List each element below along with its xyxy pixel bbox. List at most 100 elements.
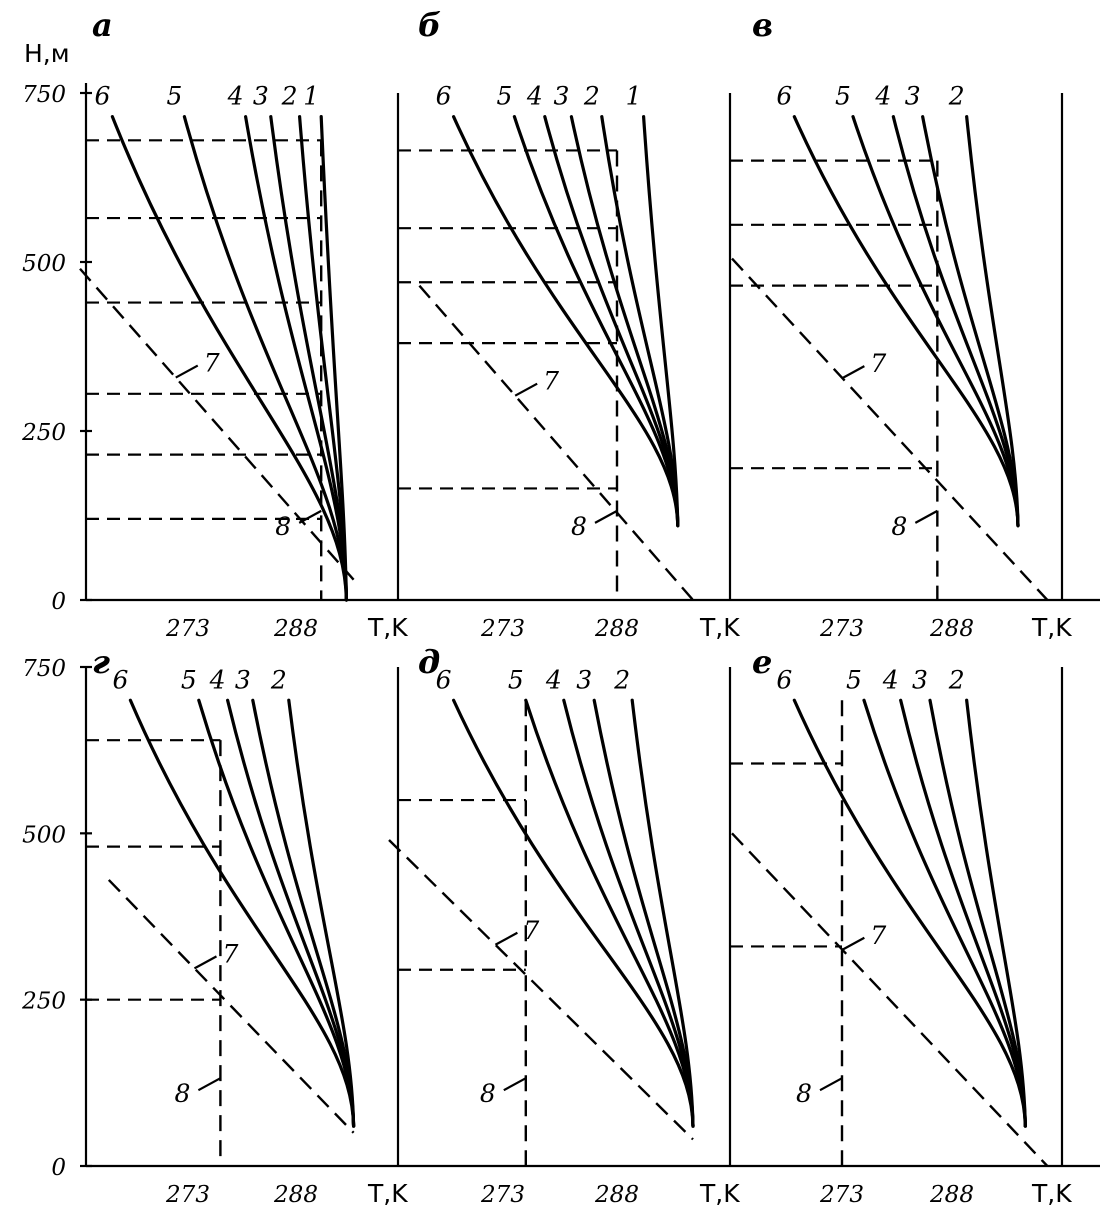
panel-label: а bbox=[92, 6, 113, 44]
x-tick-label: 273 bbox=[480, 616, 525, 642]
curve-label: 2 bbox=[583, 82, 600, 111]
x-tick-label: 273 bbox=[819, 1182, 864, 1208]
curve-label: 2 bbox=[948, 82, 965, 111]
panel-5: е 273 288 T,K 6 5 4 3 2 7 8 bbox=[730, 643, 1072, 1208]
curve-label: 5 bbox=[181, 665, 197, 694]
leader-8 bbox=[503, 1077, 527, 1092]
curve-5 bbox=[197, 698, 356, 1128]
curve-2 bbox=[630, 698, 695, 1128]
panel-1: б 273 288 T,K 6 5 4 3 2 1 7 8 bbox=[398, 6, 740, 642]
curve-label: 4 bbox=[526, 82, 543, 111]
x-axis-label: T,K bbox=[699, 613, 740, 642]
panel-label: г bbox=[92, 643, 110, 681]
curve-1 bbox=[319, 115, 348, 602]
curve-label: 4 bbox=[209, 665, 226, 694]
line-7-label: 7 bbox=[204, 349, 220, 378]
curve-label: 1 bbox=[626, 82, 642, 111]
leader-7 bbox=[514, 382, 538, 397]
panel-label: б bbox=[418, 6, 441, 44]
curve-5 bbox=[862, 698, 1027, 1128]
line-8-label: 8 bbox=[796, 1079, 812, 1108]
leader-8 bbox=[914, 509, 938, 524]
x-axis-label: T,K bbox=[1031, 1179, 1072, 1208]
x-axis-label: T,K bbox=[699, 1179, 740, 1208]
line-7-label: 7 bbox=[870, 349, 886, 378]
curve-label: 6 bbox=[94, 82, 110, 111]
curve-label: 1 bbox=[303, 82, 319, 111]
curve-6 bbox=[452, 115, 680, 528]
y-tick-label: 250 bbox=[21, 420, 66, 446]
x-tick-label: 288 bbox=[273, 1182, 318, 1208]
leader-7 bbox=[494, 931, 518, 946]
x-tick-label: 273 bbox=[165, 1182, 210, 1208]
line-8-label: 8 bbox=[174, 1079, 190, 1108]
leader-7 bbox=[841, 936, 865, 951]
curve-label: 6 bbox=[776, 665, 792, 694]
curve-6 bbox=[128, 698, 356, 1128]
panel-label: д bbox=[418, 643, 440, 681]
x-axis-label: T,K bbox=[367, 1179, 408, 1208]
curve-label: 2 bbox=[948, 665, 965, 694]
curve-6 bbox=[792, 698, 1027, 1128]
y-tick-label: 750 bbox=[22, 82, 66, 108]
curve-label: 3 bbox=[905, 82, 921, 111]
curve-4 bbox=[562, 698, 695, 1128]
curve-label: 4 bbox=[227, 82, 244, 111]
x-tick-label: 288 bbox=[929, 1182, 974, 1208]
x-axis-label: T,K bbox=[1031, 613, 1072, 642]
curve-label: 3 bbox=[235, 665, 251, 694]
y-tick-label: 500 bbox=[22, 822, 66, 848]
y-tick-label: 0 bbox=[51, 589, 66, 615]
panel-label: е bbox=[752, 643, 772, 681]
leader-8 bbox=[298, 509, 322, 524]
curve-2 bbox=[287, 698, 356, 1128]
curve-label: 5 bbox=[846, 665, 862, 694]
leader-8 bbox=[197, 1077, 221, 1092]
line-7 bbox=[418, 284, 694, 601]
y-tick-label: 500 bbox=[22, 251, 66, 277]
curve-label: 6 bbox=[436, 82, 452, 111]
y-tick-label: 0 bbox=[51, 1155, 66, 1181]
line-7-label: 7 bbox=[222, 939, 238, 968]
line-7 bbox=[107, 879, 355, 1134]
curve-label: 5 bbox=[166, 82, 182, 111]
panel-4: д 273 288 T,K 6 5 4 3 2 7 8 bbox=[388, 643, 740, 1208]
line-8-label: 8 bbox=[480, 1079, 496, 1108]
curve-label: 3 bbox=[912, 665, 928, 694]
curve-label: 5 bbox=[508, 665, 524, 694]
line-7 bbox=[388, 839, 694, 1141]
curve-label: 6 bbox=[112, 665, 128, 694]
curve-label: 2 bbox=[613, 665, 630, 694]
curve-5 bbox=[512, 115, 680, 528]
line-7-label: 7 bbox=[870, 921, 886, 950]
leader-7 bbox=[193, 955, 218, 970]
curve-label: 2 bbox=[270, 665, 287, 694]
x-axis-label: T,K bbox=[367, 613, 408, 642]
curve-5 bbox=[524, 698, 695, 1128]
curve-2 bbox=[965, 115, 1020, 528]
line-8-label: 8 bbox=[891, 512, 907, 541]
y-tick-label: 250 bbox=[21, 989, 66, 1015]
leader-7 bbox=[841, 365, 865, 380]
x-tick-label: 288 bbox=[594, 616, 639, 642]
leader-7 bbox=[175, 364, 199, 379]
y-tick-label: 750 bbox=[22, 656, 66, 682]
x-tick-label: 273 bbox=[480, 1182, 525, 1208]
x-tick-label: 273 bbox=[819, 616, 864, 642]
x-tick-label: 288 bbox=[273, 616, 318, 642]
curve-label: 5 bbox=[496, 82, 512, 111]
curve-label: 6 bbox=[776, 82, 792, 111]
curve-6 bbox=[452, 698, 695, 1128]
x-tick-label: 288 bbox=[929, 616, 974, 642]
curve-label: 3 bbox=[253, 82, 269, 111]
panel-label: в bbox=[752, 6, 773, 44]
panel-0: а 273 288 T,K 0 250 500 750 6 5 4 3 2 1 7 8 bbox=[21, 6, 408, 642]
line-7-label: 7 bbox=[543, 367, 559, 396]
leader-8 bbox=[594, 509, 618, 524]
curve-label: 3 bbox=[576, 665, 592, 694]
curve-label: 4 bbox=[882, 665, 899, 694]
curve-label: 4 bbox=[874, 82, 891, 111]
line-8-label: 8 bbox=[275, 512, 291, 541]
curve-label: 2 bbox=[281, 82, 298, 111]
